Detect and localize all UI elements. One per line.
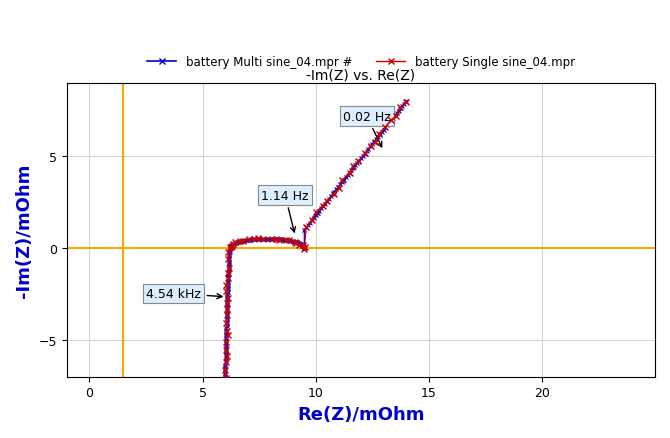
battery Multi sine_04.mpr # [222,316,230,321]
battery Multi sine_04.mpr # [221,374,229,379]
battery Single sine_04.mpr [396,106,404,111]
battery Single sine_04.mpr [402,100,410,106]
battery Single sine_04.mpr [222,375,230,380]
battery Multi sine_04.mpr # [229,242,237,247]
battery Multi sine_04.mpr # [256,237,264,242]
battery Single sine_04.mpr [361,152,369,157]
battery Multi sine_04.mpr # [402,99,410,105]
battery Single sine_04.mpr [222,339,230,345]
Text: 4.54 kHz: 4.54 kHz [146,287,222,300]
battery Multi sine_04.mpr # [369,142,377,147]
battery Single sine_04.mpr [224,271,232,276]
battery Single sine_04.mpr [292,241,300,246]
Line: battery Single sine_04.mpr: battery Single sine_04.mpr [222,99,409,381]
battery Multi sine_04.mpr # [258,237,266,242]
Title: -Im(Z) vs. Re(Z): -Im(Z) vs. Re(Z) [306,68,415,82]
Y-axis label: -Im(Z)/mOhm: -Im(Z)/mOhm [15,163,33,297]
X-axis label: Re(Z)/mOhm: Re(Z)/mOhm [297,405,425,423]
Line: battery Multi sine_04.mpr #: battery Multi sine_04.mpr # [222,99,409,379]
Text: 1.14 Hz: 1.14 Hz [261,189,309,233]
Text: 0.02 Hz: 0.02 Hz [343,110,391,148]
battery Single sine_04.mpr [224,296,232,301]
battery Multi sine_04.mpr # [272,237,280,242]
Legend: battery Multi sine_04.mpr #, battery Single sine_04.mpr: battery Multi sine_04.mpr #, battery Sin… [142,51,580,74]
